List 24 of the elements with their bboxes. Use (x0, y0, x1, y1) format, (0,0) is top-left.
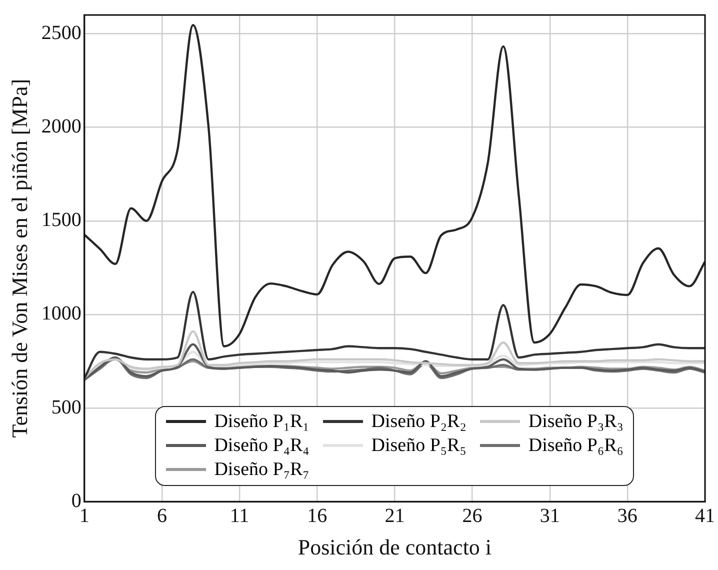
x-tick-label: 11 (230, 504, 250, 527)
x-tick-label: 31 (540, 504, 560, 527)
legend-label: Diseño P₂R₂ (371, 410, 466, 433)
x-tick-label: 1 (79, 504, 90, 527)
y-tick-label: 1000 (41, 302, 82, 325)
y-tick-label: 2000 (41, 116, 82, 138)
legend-label: Diseño P₃R₃ (528, 410, 624, 433)
legend-label: Diseño P₅R₅ (371, 434, 466, 457)
legend-label: Diseño P₁R₁ (214, 410, 310, 433)
x-axis-title: Posición de contacto i (298, 534, 492, 560)
x-tick-label: 21 (384, 504, 405, 527)
y-tick-label: 2500 (41, 22, 82, 44)
x-tick-label: 16 (307, 504, 328, 527)
y-tick-label: 1500 (41, 209, 82, 232)
legend-label: Diseño P₆R₆ (528, 434, 624, 457)
x-tick-label: 26 (462, 504, 482, 527)
x-tick-label: 36 (617, 504, 638, 527)
legend-label: Diseño P₇R₇ (214, 458, 310, 481)
y-tick-label: 0 (71, 490, 82, 512)
x-tick-label: 41 (695, 504, 715, 527)
x-tick-label: 6 (156, 504, 167, 527)
legend-label: Diseño P₄R₄ (214, 434, 310, 457)
y-tick-label: 500 (51, 396, 82, 418)
y-axis-title: Tensión de Von Mises en el piñón [MPa] (6, 78, 32, 438)
